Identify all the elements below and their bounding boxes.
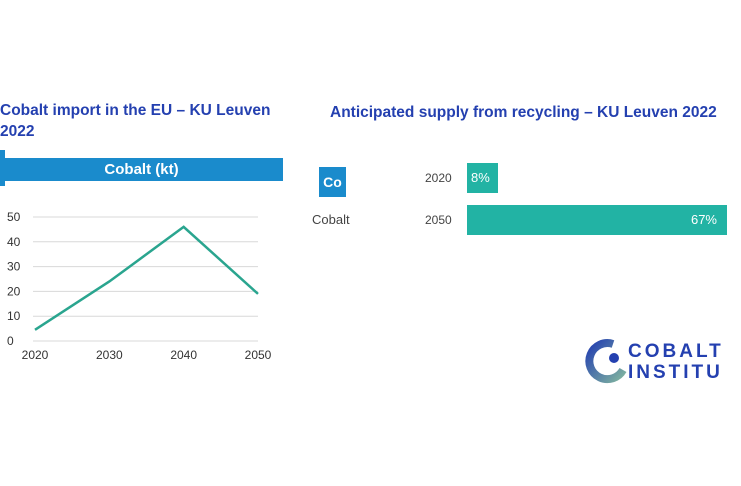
x-tick-label: 2040: [170, 348, 197, 362]
cobalt-element-icon: Co: [319, 167, 346, 197]
bar-value-label: 67%: [690, 212, 717, 227]
bar-chart-title: Anticipated supply from recycling – KU L…: [330, 104, 717, 121]
bar-category-label: 2050: [425, 213, 452, 227]
recycling-bar: 8%: [467, 163, 499, 193]
logo-mark-icon: [585, 339, 627, 384]
x-tick-label: 2030: [96, 348, 123, 362]
y-tick-label: 30: [7, 260, 21, 274]
logo-text-line1: COBALT: [628, 341, 724, 362]
bar-category-label: 2020: [425, 171, 452, 185]
y-tick-label: 20: [7, 284, 21, 298]
element-name: Cobalt: [312, 212, 350, 227]
recycling-bar: 67%: [467, 205, 727, 235]
cobalt-import-line: [34, 225, 259, 331]
y-tick-label: 0: [7, 334, 14, 348]
y-tick-label: 40: [7, 235, 21, 249]
y-tick-label: 10: [7, 309, 21, 323]
line-chart-header: Cobalt (kt): [0, 158, 283, 181]
line-chart-title: Cobalt import in the EU – KU Leuven 2022: [0, 102, 271, 140]
y-tick-label: 50: [7, 210, 21, 224]
x-tick-label: 2050: [245, 348, 272, 362]
logo-text-line2: INSTITU: [628, 362, 723, 383]
bar-value-label: 8%: [471, 170, 490, 185]
x-tick-label: 2020: [22, 348, 49, 362]
cobalt-institute-logo: [583, 338, 629, 389]
